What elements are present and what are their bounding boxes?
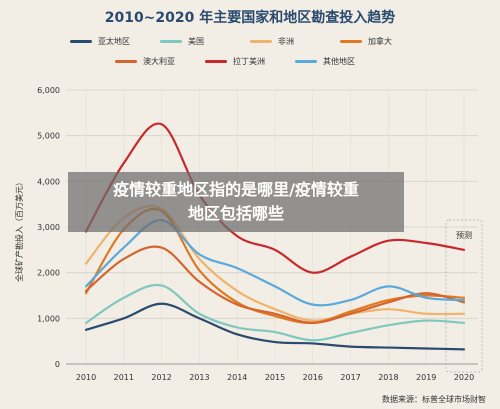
- legend-label: 其他地区: [323, 57, 355, 66]
- x-tick-label: 2012: [151, 373, 171, 382]
- x-tick-label: 2019: [416, 373, 436, 382]
- x-tick-label: 2017: [340, 373, 360, 382]
- legend-item: 其他地区: [295, 56, 385, 67]
- legend-item: 亚太地区: [70, 36, 160, 47]
- overlay-line-2: 地区包括哪些: [187, 204, 284, 223]
- x-tick-label: 2020: [454, 373, 474, 382]
- legend-label: 非洲: [278, 37, 294, 46]
- x-tick-label: 2018: [378, 373, 398, 382]
- y-tick-label: 6,000: [37, 86, 60, 95]
- x-tick-label: 2015: [265, 373, 285, 382]
- legend-item: 美国: [160, 36, 250, 47]
- legend-item: 拉丁美洲: [205, 56, 295, 67]
- x-tick-label: 2013: [189, 373, 209, 382]
- source-note: 数据来源：标普全球市场财智: [382, 395, 486, 404]
- series-line: [84, 122, 466, 274]
- legend-label: 亚太地区: [98, 37, 130, 46]
- x-tick-label: 2014: [227, 373, 247, 382]
- x-tick-label: 2010: [76, 373, 96, 382]
- x-tick-label: 2011: [114, 373, 134, 382]
- x-tick-labels: 2010 2011 2012 2013 2014 2015 2016 2017 2018 2019…: [76, 373, 474, 382]
- legend-label: 美国: [188, 37, 204, 46]
- y-tick-label: 1,000: [37, 314, 60, 323]
- y-tick-label: 5,000: [37, 132, 60, 141]
- legend-swatch: [205, 60, 227, 63]
- y-tick-label: 0: [55, 360, 60, 369]
- legend-swatch: [115, 60, 137, 63]
- legend-row-1: 亚太地区 美国 非洲 加拿大: [0, 36, 500, 47]
- legend-swatch: [70, 40, 92, 43]
- legend-label: 澳大利亚: [143, 57, 175, 66]
- series-line: [84, 302, 466, 351]
- forecast-label: 预测: [456, 230, 472, 240]
- legend-row-2: 澳大利亚 拉丁美洲 其他地区: [0, 56, 500, 67]
- series-line: [84, 245, 466, 325]
- overlay-line-1: 疫情较重地区指的是哪里/疫情较重: [113, 180, 359, 199]
- chart-title: 2010~2020 年主要国家和地区勘查投入趋势: [104, 10, 396, 26]
- overlay-banner: 疫情较重地区指的是哪里/疫情较重 地区包括哪些: [68, 172, 404, 232]
- legend-swatch: [250, 40, 272, 43]
- y-tick-labels: 0 1,000 2,000 3,000 4,000 5,000 6,000: [37, 86, 60, 369]
- legend-item: 非洲: [250, 36, 340, 47]
- legend-item: 加拿大: [340, 36, 430, 47]
- y-tick-label: 4,000: [37, 177, 60, 186]
- y-axis-title: 全球矿产勘投入（百万美元）: [14, 178, 24, 282]
- legend-label: 加拿大: [368, 37, 392, 46]
- legend-swatch: [160, 40, 182, 43]
- y-tick-label: 2,000: [37, 269, 60, 278]
- legend-label: 拉丁美洲: [233, 57, 265, 66]
- x-tick-label: 2016: [303, 373, 323, 382]
- legend-swatch: [340, 40, 362, 43]
- y-tick-label: 3,000: [37, 223, 60, 232]
- series-line: [84, 283, 466, 342]
- legend-item: 澳大利亚: [115, 56, 205, 67]
- legend-swatch: [295, 60, 317, 63]
